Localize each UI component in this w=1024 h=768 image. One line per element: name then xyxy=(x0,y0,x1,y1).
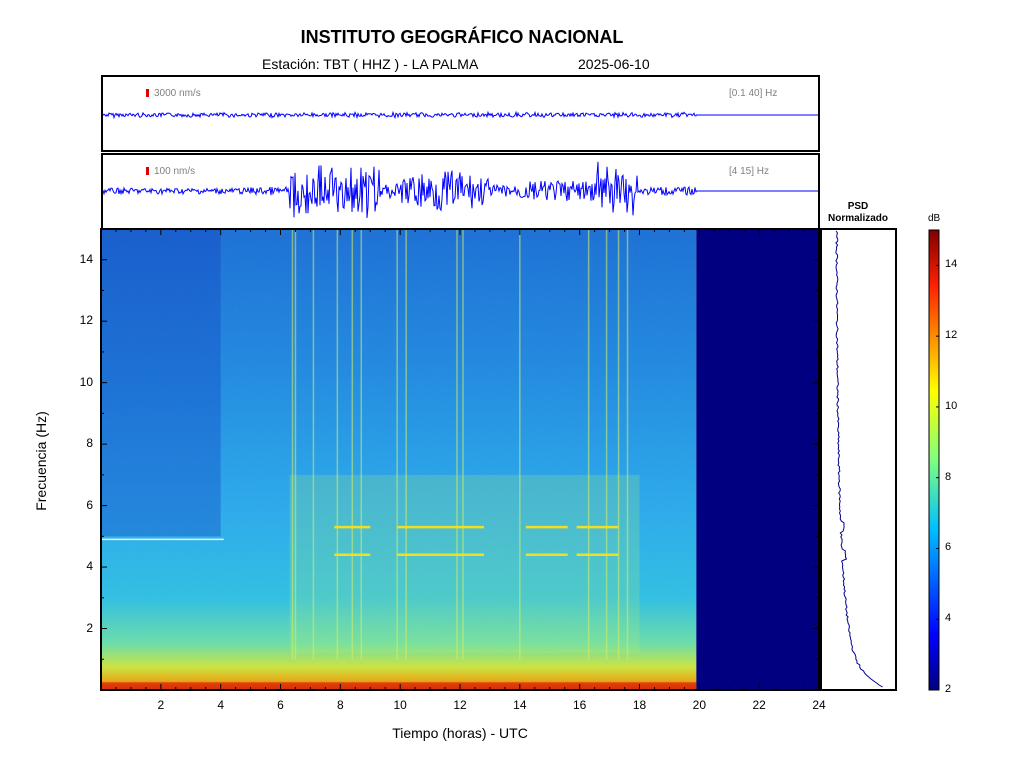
x-tick-label: 16 xyxy=(572,698,587,712)
colorbar-tick-label: 10 xyxy=(945,399,958,412)
colorbar-tick-label: 2 xyxy=(945,683,952,695)
station-label: Estación: TBT ( HHZ ) - LA PALMA xyxy=(262,56,479,72)
colorbar-tick-label: 14 xyxy=(945,258,958,271)
x-tick-label: 8 xyxy=(336,698,344,712)
colorbar-tick-label: 6 xyxy=(945,541,952,554)
date-label: 2025-06-10 xyxy=(578,56,650,72)
spectrogram-plot xyxy=(100,228,820,691)
colorbar-unit: dB xyxy=(928,213,941,224)
x-tick-label: 20 xyxy=(692,698,706,712)
y-tick-label: 4 xyxy=(86,559,93,574)
x-tick-label: 6 xyxy=(277,698,284,712)
x-tick-label: 12 xyxy=(453,698,467,712)
psd-title: PSD Normalizado xyxy=(820,201,896,225)
scale-label: 100 nm/s xyxy=(154,166,196,177)
y-tick-label: 2 xyxy=(86,620,93,635)
activity-region xyxy=(289,474,640,654)
scale-label: 3000 nm/s xyxy=(154,88,201,99)
colorbar-gradient xyxy=(928,229,940,691)
x-tick-label: 4 xyxy=(217,698,224,712)
scale-bar xyxy=(146,167,149,175)
x-tick-label: 2 xyxy=(157,698,165,712)
y-tick-label: 14 xyxy=(79,251,93,266)
x-tick-label: 14 xyxy=(513,698,527,712)
x-tick-label: 10 xyxy=(393,698,407,712)
y-tick-label: 6 xyxy=(86,497,93,512)
psd-title-line2: Normalizado xyxy=(827,213,888,224)
y-tick-label: 8 xyxy=(86,436,93,451)
x-axis-label: Tiempo (horas) - UTC xyxy=(392,725,528,741)
colorbar xyxy=(928,229,940,691)
low-energy-region xyxy=(101,229,221,537)
filtered-trace xyxy=(102,161,818,218)
no-data-region xyxy=(696,229,819,690)
psd-title-line1: PSD xyxy=(847,201,869,212)
seismogram-traces xyxy=(102,110,818,218)
y-tick-label: 10 xyxy=(79,374,93,389)
psd-panel xyxy=(820,228,897,691)
x-tick-label: 24 xyxy=(812,698,826,712)
scale-bar xyxy=(146,89,149,97)
broadband-trace xyxy=(102,110,818,120)
band-label: [4 15] Hz xyxy=(729,166,770,177)
low-freq-band xyxy=(101,682,697,690)
y-axis-label: Frecuencia (Hz) xyxy=(33,411,49,511)
band-label: [0.1 40] Hz xyxy=(729,88,778,99)
colorbar-tick-label: 4 xyxy=(945,612,952,625)
psd-frame xyxy=(820,228,897,691)
colorbar-tick-label: 12 xyxy=(945,329,958,342)
x-tick-label: 18 xyxy=(632,698,647,712)
y-tick-label: 12 xyxy=(79,313,93,328)
spectrogram-noise xyxy=(101,229,697,690)
x-tick-label: 22 xyxy=(752,698,766,712)
page-title: INSTITUTO GEOGRÁFICO NACIONAL xyxy=(300,27,624,47)
colorbar-tick-label: 8 xyxy=(945,470,952,483)
psd-curve xyxy=(835,230,883,688)
